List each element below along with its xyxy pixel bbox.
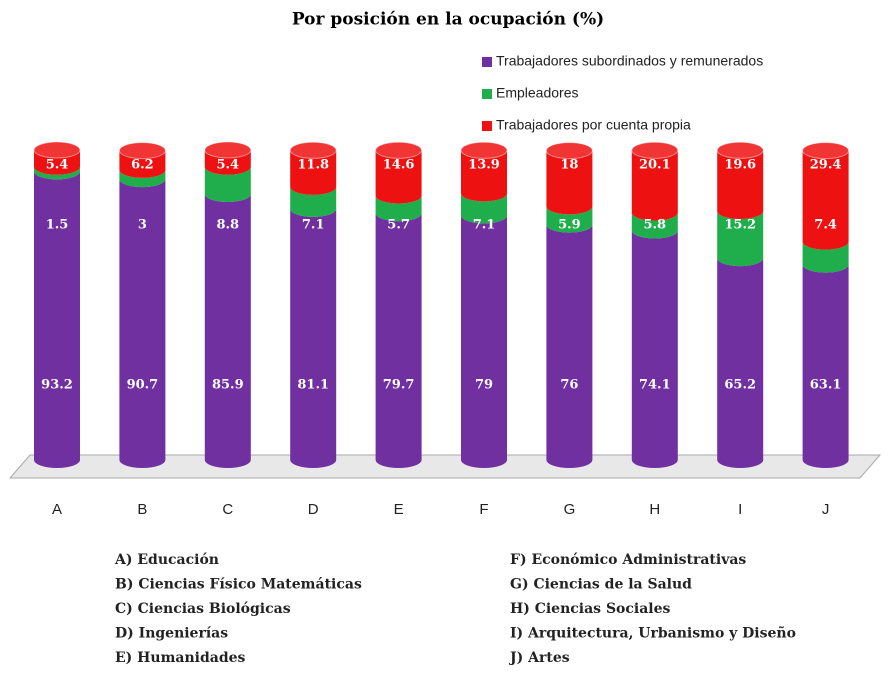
bar-segment	[375, 150, 422, 204]
value-label: 85.9	[212, 378, 244, 393]
value-label: 3	[138, 218, 147, 233]
value-label: 5.9	[558, 218, 581, 233]
bar-segment	[119, 150, 166, 178]
bar-segment	[119, 169, 166, 188]
value-label: 7.1	[302, 218, 325, 233]
bar-segment	[717, 150, 764, 220]
value-label: 90.7	[127, 378, 159, 393]
category-description: F) Económico Administrativas	[510, 552, 746, 568]
bar-segment	[631, 212, 678, 239]
bar-segment	[119, 179, 166, 468]
category-description: E) Humanidades	[115, 650, 246, 666]
value-label: 14.6	[383, 158, 415, 173]
bar-cap	[375, 141, 423, 159]
value-label: 20.1	[639, 158, 671, 173]
x-tick-label: E	[394, 501, 404, 518]
bar-segment	[204, 166, 251, 202]
value-label: 1.5	[46, 218, 69, 233]
value-label: 8.8	[216, 218, 239, 233]
bar-cap	[33, 141, 81, 159]
value-label: 5.4	[46, 158, 69, 173]
bar-segment	[802, 150, 849, 250]
bar-segment	[375, 213, 422, 468]
legend-label: Trabajadores subordinados y remunerados	[496, 53, 763, 69]
value-label: 13.9	[468, 158, 500, 173]
category-description: I) Arquitectura, Urbanismo y Diseño	[510, 625, 796, 642]
legend-label: Trabajadores por cuenta propia	[496, 117, 691, 133]
value-label: 15.2	[724, 218, 756, 233]
bar-segment	[375, 195, 422, 222]
value-label: 5.7	[387, 218, 410, 233]
category-description: G) Ciencias de la Salud	[510, 577, 692, 593]
value-label: 7.4	[814, 218, 837, 233]
chart-title: Por posición en la ocupación (%)	[292, 10, 604, 30]
value-label: 6.2	[131, 158, 154, 173]
bar-segment	[546, 150, 593, 215]
value-label: 7.1	[473, 218, 496, 233]
bar-cap	[289, 141, 337, 159]
bar-segment	[34, 166, 80, 180]
x-tick-label: J	[822, 501, 830, 518]
value-label: 76	[560, 378, 578, 393]
category-description: A) Educación	[114, 552, 219, 568]
bar-cap	[460, 141, 508, 159]
bar-segment	[546, 224, 593, 468]
value-label: 29.4	[810, 158, 842, 173]
value-label: 93.2	[41, 378, 73, 393]
bar-segment	[290, 186, 337, 217]
bar-segment	[290, 208, 337, 468]
category-description: D) Ingenierías	[115, 626, 228, 642]
bar-segment	[34, 171, 80, 468]
legend-label: Empleadores	[496, 85, 579, 101]
value-label: 79.7	[383, 378, 415, 393]
bar-cap	[802, 142, 850, 160]
bar-segment	[204, 150, 251, 175]
value-label: 11.8	[297, 158, 329, 173]
bar-segment	[546, 206, 593, 233]
bar-cap	[204, 141, 252, 159]
x-tick-label: A	[52, 501, 62, 518]
bar-segment	[802, 241, 849, 273]
bar-segment	[717, 211, 764, 267]
value-label: 65.2	[724, 378, 756, 393]
bar-cap	[545, 142, 593, 160]
x-tick-label: F	[479, 501, 488, 518]
value-label: 74.1	[639, 378, 671, 393]
bar-cap	[716, 141, 764, 159]
value-label: 5.4	[216, 158, 239, 173]
bar-segment	[204, 193, 251, 469]
x-tick-label: H	[649, 501, 660, 518]
x-tick-label: D	[308, 501, 319, 518]
x-tick-label: B	[137, 501, 147, 518]
bar-segment	[802, 264, 849, 468]
value-label: 5.8	[643, 218, 666, 233]
bar-segment	[34, 150, 80, 175]
bar-segment	[631, 230, 678, 468]
value-label: 81.1	[297, 378, 329, 393]
bar-segment	[461, 193, 507, 224]
bar-cap	[631, 141, 679, 159]
category-description: J) Artes	[508, 650, 570, 666]
bar-segment	[717, 258, 764, 468]
x-tick-label: I	[738, 501, 742, 518]
category-description: H) Ciencias Sociales	[510, 601, 671, 617]
x-tick-label: C	[222, 501, 233, 518]
x-tick-label: G	[564, 501, 576, 518]
legend-swatch	[482, 89, 492, 99]
legend-swatch	[482, 57, 492, 67]
bar-segment	[461, 215, 507, 468]
value-label: 19.6	[724, 158, 756, 173]
value-label: 18	[560, 158, 578, 173]
category-description: B) Ciencias Físico Matemáticas	[115, 577, 362, 593]
value-label: 79	[475, 378, 493, 393]
bar-segment	[290, 150, 337, 195]
bar-segment	[461, 150, 507, 202]
bar-segment	[631, 150, 678, 221]
value-label: 63.1	[810, 378, 842, 393]
bar-cap	[118, 142, 166, 160]
category-description: C) Ciencias Biológicas	[115, 601, 291, 617]
legend-swatch	[482, 121, 492, 131]
